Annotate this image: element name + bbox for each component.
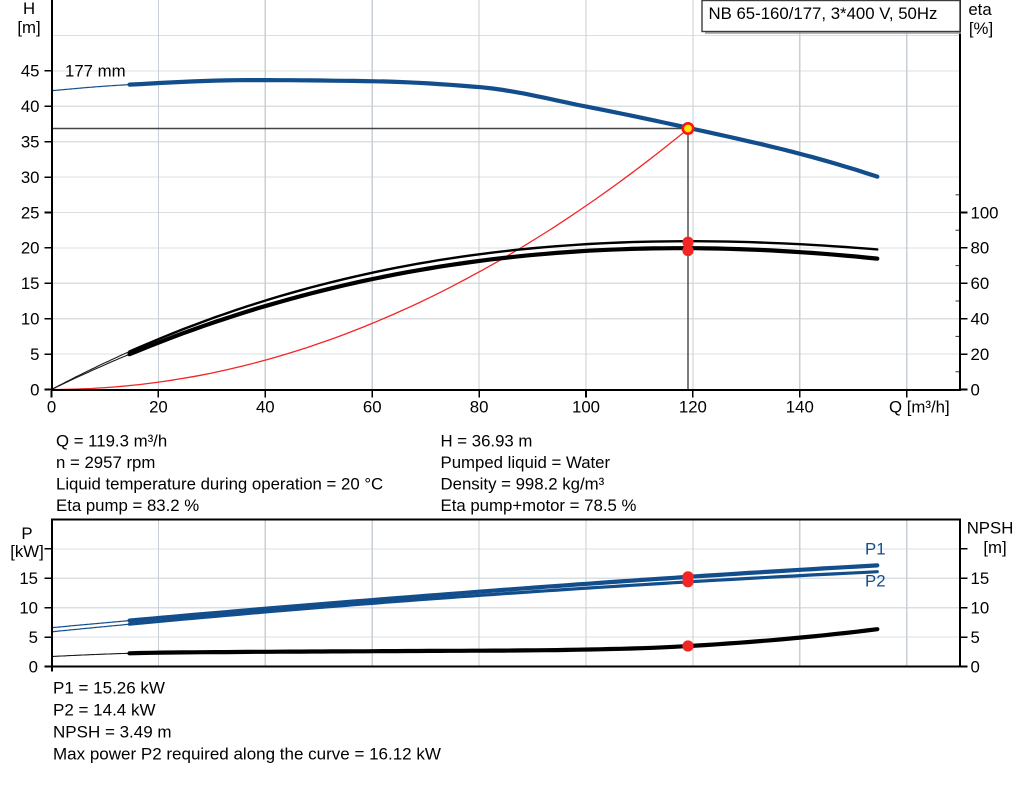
- svg-text:NPSH: NPSH: [967, 519, 1014, 538]
- svg-text:40: 40: [256, 398, 275, 417]
- svg-text:NPSH = 3.49 m: NPSH = 3.49 m: [53, 723, 172, 742]
- svg-text:35: 35: [21, 133, 40, 152]
- svg-text:60: 60: [363, 398, 382, 417]
- svg-text:Eta pump+motor = 78.5 %: Eta pump+motor = 78.5 %: [441, 496, 637, 515]
- svg-text:Liquid temperature during oper: Liquid temperature during operation = 20…: [56, 475, 383, 494]
- svg-text:Density = 998.2 kg/m³: Density = 998.2 kg/m³: [441, 475, 605, 494]
- svg-text:40: 40: [21, 97, 40, 116]
- svg-text:20: 20: [21, 239, 40, 258]
- svg-text:45: 45: [21, 62, 40, 81]
- svg-text:5: 5: [29, 628, 38, 647]
- svg-text:0: 0: [47, 398, 56, 417]
- svg-text:25: 25: [21, 203, 40, 222]
- svg-text:[kW]: [kW]: [10, 542, 44, 561]
- svg-text:[m]: [m]: [983, 538, 1006, 557]
- svg-text:15: 15: [971, 569, 990, 588]
- svg-text:120: 120: [679, 398, 707, 417]
- svg-text:P2: P2: [865, 572, 886, 591]
- svg-text:[%]: [%]: [969, 19, 993, 38]
- svg-text:Q [m³/h]: Q [m³/h]: [889, 398, 950, 417]
- svg-text:140: 140: [786, 398, 814, 417]
- svg-text:Pumped liquid = Water: Pumped liquid = Water: [441, 453, 611, 472]
- svg-text:20: 20: [971, 345, 990, 364]
- svg-text:H = 36.93 m: H = 36.93 m: [441, 432, 533, 451]
- svg-text:80: 80: [470, 398, 489, 417]
- svg-text:177 mm: 177 mm: [65, 62, 126, 81]
- svg-text:Q = 119.3 m³/h: Q = 119.3 m³/h: [56, 432, 167, 451]
- svg-text:15: 15: [21, 274, 40, 293]
- svg-text:P: P: [21, 524, 32, 543]
- svg-text:0: 0: [29, 657, 38, 676]
- svg-text:0: 0: [971, 380, 980, 399]
- svg-text:40: 40: [971, 310, 990, 329]
- svg-text:100: 100: [971, 203, 999, 222]
- svg-text:10: 10: [19, 599, 38, 618]
- svg-text:n = 2957 rpm: n = 2957 rpm: [56, 453, 155, 472]
- svg-text:P1 = 15.26 kW: P1 = 15.26 kW: [53, 679, 165, 698]
- svg-text:P1: P1: [865, 540, 886, 559]
- svg-text:P2 = 14.4 kW: P2 = 14.4 kW: [53, 701, 156, 720]
- svg-text:100: 100: [572, 398, 600, 417]
- svg-text:Max power P2 required along th: Max power P2 required along the curve = …: [53, 745, 441, 764]
- svg-text:NB 65-160/177, 3*400 V, 50Hz: NB 65-160/177, 3*400 V, 50Hz: [709, 4, 938, 23]
- svg-text:0: 0: [971, 657, 980, 676]
- svg-text:0: 0: [30, 380, 39, 399]
- svg-text:Eta pump = 83.2 %: Eta pump = 83.2 %: [56, 496, 199, 515]
- svg-text:H: H: [23, 0, 35, 18]
- svg-text:5: 5: [30, 345, 39, 364]
- svg-text:80: 80: [971, 239, 990, 258]
- svg-text:15: 15: [19, 569, 38, 588]
- svg-text:60: 60: [971, 274, 990, 293]
- svg-text:20: 20: [149, 398, 168, 417]
- svg-text:10: 10: [21, 310, 40, 329]
- svg-text:eta: eta: [968, 0, 992, 19]
- svg-text:10: 10: [971, 599, 990, 618]
- svg-text:5: 5: [971, 628, 980, 647]
- svg-text:30: 30: [21, 168, 40, 187]
- svg-text:[m]: [m]: [17, 18, 40, 37]
